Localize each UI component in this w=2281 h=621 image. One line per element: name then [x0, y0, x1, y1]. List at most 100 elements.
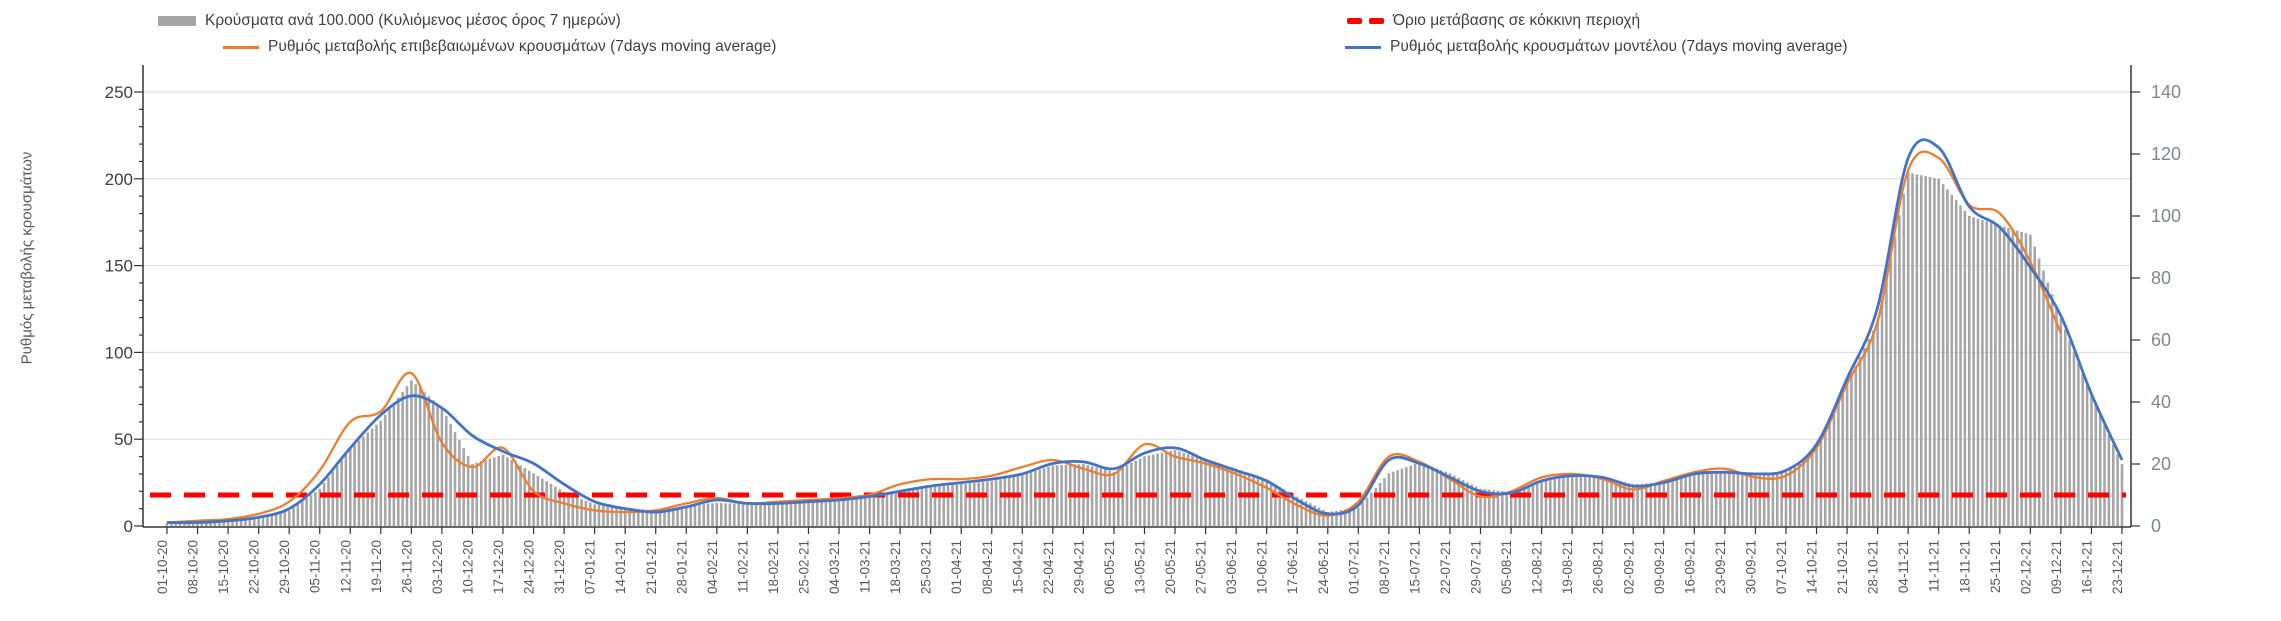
- bar: [1605, 477, 1609, 526]
- bar: [911, 489, 915, 526]
- bar: [1579, 475, 1583, 526]
- bar: [379, 420, 383, 526]
- bar: [615, 506, 618, 526]
- bar: [785, 500, 788, 526]
- bar: [2077, 362, 2080, 526]
- bar: [1941, 184, 1945, 526]
- bar: [2011, 229, 2015, 527]
- x-axis-date-label: 21-01-21: [644, 540, 659, 594]
- bar: [405, 386, 409, 526]
- bar: [2098, 415, 2102, 526]
- bar: [1518, 488, 1522, 526]
- x-axis-date-label: 18-11-21: [1957, 540, 1972, 593]
- bar: [357, 440, 361, 526]
- bar: [1549, 478, 1552, 526]
- x-axis-date-label: 19-11-20: [369, 540, 384, 593]
- bar: [1505, 491, 1508, 526]
- bar: [1640, 483, 1644, 526]
- bar: [410, 380, 413, 526]
- bar: [1138, 458, 1142, 526]
- bar: [833, 498, 836, 526]
- bar: [2094, 405, 2098, 526]
- x-axis-date-label: 08-10-20: [186, 540, 201, 594]
- bar: [2072, 351, 2076, 526]
- left-axis-tick-label: 150: [105, 257, 133, 276]
- bar: [296, 504, 300, 526]
- bar: [1029, 472, 1033, 526]
- bar: [711, 503, 714, 526]
- bar: [1535, 481, 1539, 526]
- bar: [1666, 481, 1670, 526]
- bar: [759, 503, 762, 526]
- bar: [728, 503, 732, 526]
- bar: [366, 432, 369, 526]
- bar: [637, 508, 640, 526]
- bar: [580, 499, 583, 526]
- legend-item-confirmed-rate: Ρυθμός μεταβολής επιβεβαιωμένων κρουσμάτ…: [223, 36, 776, 58]
- bar: [916, 489, 919, 526]
- bar: [1274, 484, 1277, 526]
- bar: [1370, 492, 1373, 526]
- bar: [309, 495, 313, 526]
- bar: [1261, 477, 1264, 526]
- legend-label: Όριο μετάβασης σε κόκκινη περιοχή: [1393, 12, 1641, 29]
- x-axis-date-label: 22-07-21: [1438, 540, 1453, 594]
- bars-series: [165, 172, 2124, 527]
- bar: [1588, 475, 1591, 526]
- bar: [1684, 477, 1687, 526]
- bar: [1570, 474, 1574, 526]
- bar: [1841, 392, 1844, 526]
- bar: [693, 505, 697, 526]
- bar: [1025, 473, 1028, 526]
- bar: [981, 481, 985, 526]
- bar: [545, 481, 548, 526]
- bar: [388, 409, 391, 526]
- bar: [754, 503, 758, 526]
- x-axis-date-label: 01-04-21: [949, 540, 964, 594]
- bar: [2055, 306, 2058, 526]
- bar: [1313, 505, 1316, 526]
- legend-item-cases-per-100k: Κρούσματα ανά 100.000 (Κυλιόμενος μέσος …: [158, 10, 621, 32]
- bar: [340, 460, 343, 526]
- bar: [1514, 490, 1517, 526]
- bar: [1252, 474, 1255, 526]
- bar: [1719, 472, 1722, 526]
- bar: [907, 490, 911, 526]
- left-axis-tick-label: 0: [124, 517, 133, 536]
- bar: [1448, 473, 1452, 526]
- bar: [1357, 507, 1360, 526]
- bar: [1710, 473, 1714, 526]
- bar: [964, 483, 967, 526]
- bar: [680, 506, 684, 526]
- x-axis-date-label: 16-09-21: [1682, 540, 1697, 594]
- bar: [1453, 475, 1456, 526]
- bar: [1963, 210, 1967, 526]
- bar: [1300, 498, 1303, 526]
- bar: [1863, 348, 1866, 526]
- bar: [1976, 218, 1980, 526]
- bar: [1815, 448, 1818, 526]
- x-axis-date-label: 22-10-20: [247, 540, 262, 594]
- bar: [610, 506, 614, 526]
- x-axis-date-label: 24-12-20: [522, 540, 537, 594]
- bar: [1592, 476, 1596, 526]
- bar: [2103, 425, 2106, 526]
- bar: [1125, 465, 1129, 526]
- bar: [632, 508, 636, 526]
- bar: [2046, 282, 2050, 526]
- bar: [1618, 480, 1622, 526]
- x-axis-date-label: 10-06-21: [1255, 540, 1270, 594]
- bar: [663, 509, 666, 526]
- bar: [1173, 450, 1177, 526]
- bar: [1880, 300, 1884, 526]
- x-axis-date-label: 12-08-21: [1530, 540, 1545, 594]
- bar: [859, 495, 863, 526]
- bar: [261, 515, 265, 526]
- bar: [881, 493, 884, 526]
- bar: [1165, 451, 1168, 526]
- bar: [301, 501, 304, 526]
- bar: [1160, 452, 1164, 526]
- x-axis-date-label: 29-10-20: [277, 540, 292, 594]
- bar: [1675, 479, 1679, 526]
